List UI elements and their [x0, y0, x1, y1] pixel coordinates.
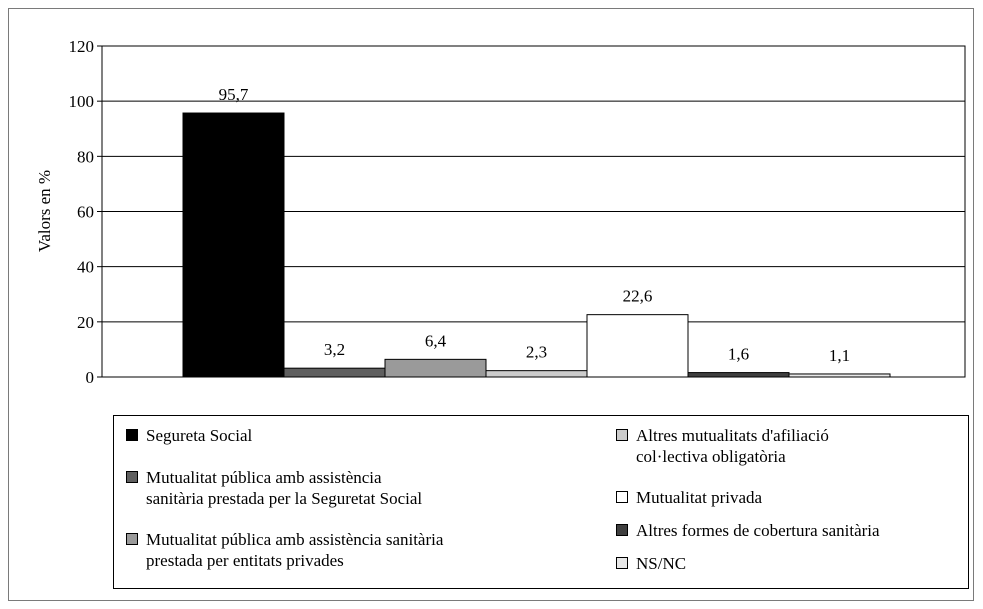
legend-item: Altres formes de cobertura sanitària	[616, 520, 880, 541]
plot-area-border	[101, 45, 966, 378]
legend-label: Mutualitat privada	[636, 488, 763, 507]
legend-label: Altres mutualitats d'afiliació col·lecti…	[636, 426, 829, 466]
legend: Segureta Social Mutualitat pública amb a…	[113, 415, 969, 589]
data-label: 95,7	[219, 85, 249, 104]
y-tick-label: 20	[77, 313, 94, 332]
legend-swatch	[126, 533, 138, 545]
bar	[687, 372, 790, 378]
y-tick-label: 60	[77, 203, 94, 222]
bar	[182, 112, 285, 378]
legend-item: Segureta Social	[126, 425, 252, 446]
y-axis-label: Valors en %	[35, 170, 54, 252]
legend-swatch	[616, 429, 628, 441]
legend-label: NS/NC	[636, 554, 687, 573]
legend-item: NS/NC	[616, 553, 686, 574]
bar	[586, 314, 689, 378]
data-label: 1,1	[829, 346, 850, 365]
y-tick-label: 100	[69, 92, 95, 111]
y-tick-label: 120	[69, 37, 95, 56]
legend-item: Mutualitat pública amb assistència sanit…	[126, 467, 422, 509]
legend-label: Segureta Social	[146, 426, 253, 445]
legend-swatch	[616, 491, 628, 503]
data-label: 2,3	[526, 343, 547, 362]
data-label: 6,4	[425, 331, 447, 350]
legend-item: Altres mutualitats d'afiliació col·lecti…	[616, 425, 829, 467]
data-labels: 95,7 3,2 6,4 2,3 22,6 1,6 1,1	[219, 85, 851, 365]
data-label: 3,2	[324, 340, 345, 359]
bars	[182, 112, 891, 378]
data-label: 22,6	[623, 287, 653, 306]
y-tick-label: 40	[77, 258, 94, 277]
legend-item: Mutualitat privada	[616, 487, 762, 508]
data-label: 1,6	[728, 345, 749, 364]
legend-swatch	[616, 524, 628, 536]
legend-swatch	[126, 429, 138, 441]
legend-swatch	[126, 471, 138, 483]
legend-label: Mutualitat pública amb assistència sanit…	[146, 468, 423, 508]
bar	[485, 370, 588, 378]
legend-label: Altres formes de cobertura sanitària	[636, 521, 880, 540]
bar	[384, 358, 487, 378]
bar	[283, 367, 386, 378]
y-tick-label: 0	[86, 368, 95, 387]
y-axis-ticks: 0 20 40 60 80 100 120	[69, 37, 102, 387]
legend-item: Mutualitat pública amb assistència sanit…	[126, 529, 443, 571]
y-tick-label: 80	[77, 147, 94, 166]
legend-label: Mutualitat pública amb assistència sanit…	[146, 530, 444, 570]
legend-swatch	[616, 557, 628, 569]
chart-frame	[8, 8, 974, 601]
